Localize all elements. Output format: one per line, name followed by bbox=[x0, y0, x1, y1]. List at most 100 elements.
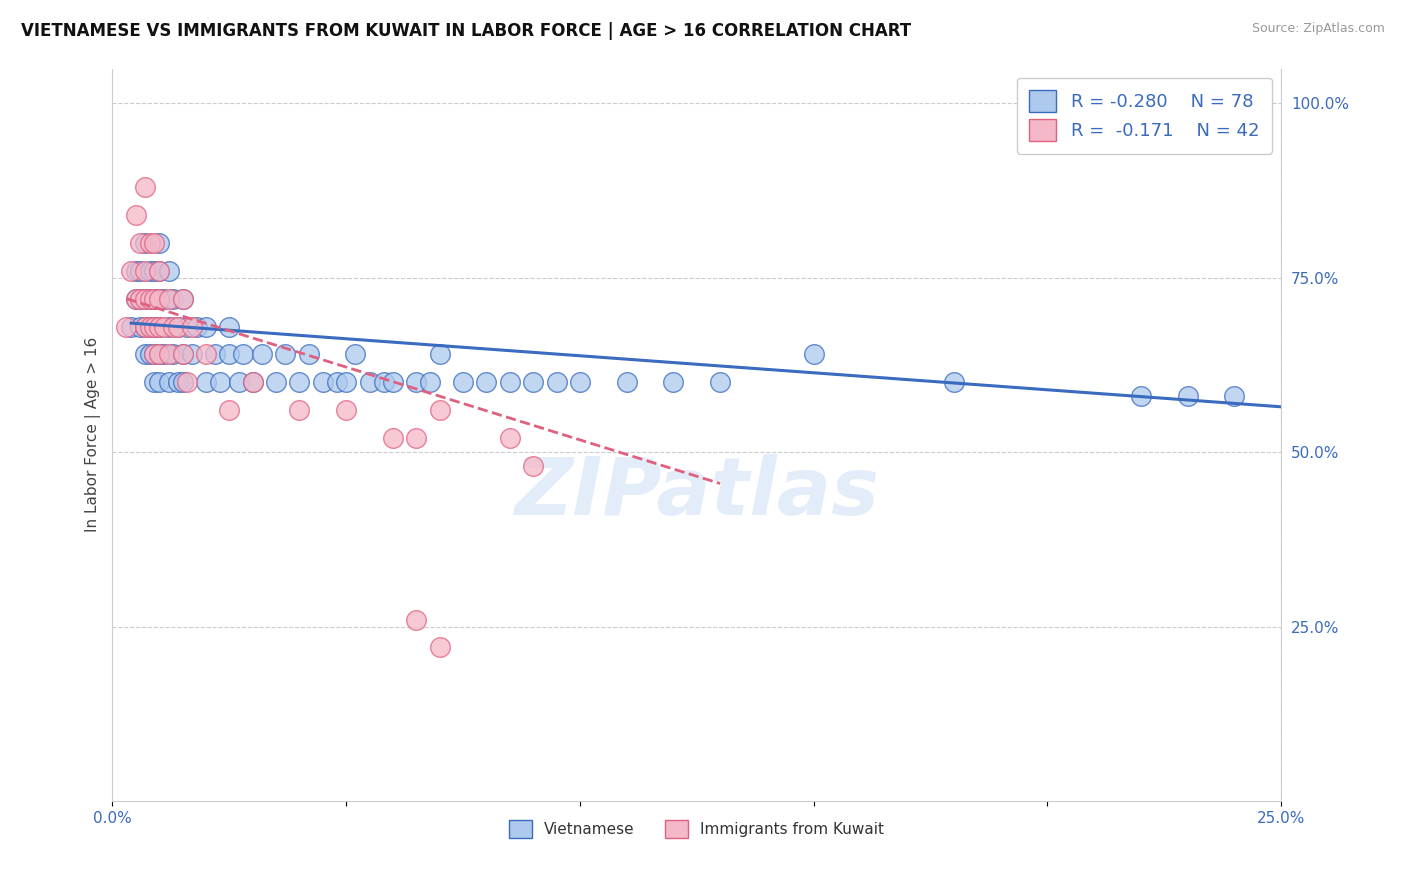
Point bbox=[1129, 389, 1152, 403]
Point bbox=[194, 347, 217, 361]
Point bbox=[148, 264, 170, 278]
Point bbox=[186, 319, 208, 334]
Point bbox=[157, 347, 180, 361]
Point bbox=[803, 347, 825, 361]
Point bbox=[134, 292, 156, 306]
Point bbox=[143, 264, 166, 278]
Point bbox=[288, 376, 311, 390]
Point bbox=[120, 319, 142, 334]
Point bbox=[125, 292, 148, 306]
Point bbox=[274, 347, 297, 361]
Point bbox=[194, 376, 217, 390]
Point bbox=[143, 319, 166, 334]
Point bbox=[129, 292, 152, 306]
Point bbox=[148, 292, 170, 306]
Point bbox=[125, 292, 148, 306]
Point bbox=[139, 347, 162, 361]
Point bbox=[134, 347, 156, 361]
Point bbox=[148, 235, 170, 250]
Point bbox=[180, 347, 202, 361]
Point bbox=[134, 319, 156, 334]
Point bbox=[1223, 389, 1246, 403]
Point bbox=[143, 347, 166, 361]
Point bbox=[312, 376, 335, 390]
Point bbox=[129, 292, 152, 306]
Point bbox=[359, 376, 381, 390]
Point bbox=[162, 319, 184, 334]
Point bbox=[172, 347, 194, 361]
Point bbox=[153, 319, 176, 334]
Point bbox=[134, 235, 156, 250]
Point bbox=[499, 376, 522, 390]
Point bbox=[522, 459, 544, 474]
Point bbox=[157, 292, 180, 306]
Text: ZIPatlas: ZIPatlas bbox=[515, 454, 879, 533]
Point bbox=[139, 235, 162, 250]
Point bbox=[242, 376, 264, 390]
Point bbox=[134, 292, 156, 306]
Point bbox=[381, 431, 404, 445]
Point bbox=[475, 376, 498, 390]
Point bbox=[194, 319, 217, 334]
Point bbox=[148, 264, 170, 278]
Point bbox=[139, 292, 162, 306]
Y-axis label: In Labor Force | Age > 16: In Labor Force | Age > 16 bbox=[86, 337, 101, 533]
Point bbox=[153, 292, 176, 306]
Point bbox=[546, 376, 568, 390]
Point bbox=[298, 347, 321, 361]
Point bbox=[499, 431, 522, 445]
Point bbox=[662, 376, 685, 390]
Point bbox=[568, 376, 591, 390]
Point bbox=[120, 264, 142, 278]
Point bbox=[326, 376, 349, 390]
Point bbox=[157, 264, 180, 278]
Point bbox=[129, 235, 152, 250]
Point bbox=[429, 640, 451, 655]
Point bbox=[232, 347, 254, 361]
Point bbox=[134, 180, 156, 194]
Point bbox=[419, 376, 441, 390]
Point bbox=[139, 319, 162, 334]
Point bbox=[129, 264, 152, 278]
Point bbox=[148, 319, 170, 334]
Point bbox=[139, 319, 162, 334]
Point bbox=[148, 292, 170, 306]
Point bbox=[162, 292, 184, 306]
Point bbox=[143, 347, 166, 361]
Point bbox=[250, 347, 273, 361]
Point bbox=[264, 376, 287, 390]
Point bbox=[218, 347, 240, 361]
Point bbox=[148, 319, 170, 334]
Point bbox=[228, 376, 250, 390]
Point bbox=[616, 376, 638, 390]
Point bbox=[405, 376, 427, 390]
Point bbox=[125, 264, 148, 278]
Point bbox=[218, 403, 240, 417]
Point bbox=[148, 376, 170, 390]
Point bbox=[176, 376, 198, 390]
Point bbox=[139, 292, 162, 306]
Text: VIETNAMESE VS IMMIGRANTS FROM KUWAIT IN LABOR FORCE | AGE > 16 CORRELATION CHART: VIETNAMESE VS IMMIGRANTS FROM KUWAIT IN … bbox=[21, 22, 911, 40]
Text: Source: ZipAtlas.com: Source: ZipAtlas.com bbox=[1251, 22, 1385, 36]
Point bbox=[134, 319, 156, 334]
Point bbox=[162, 347, 184, 361]
Point bbox=[373, 376, 395, 390]
Point bbox=[166, 319, 188, 334]
Point bbox=[139, 264, 162, 278]
Point bbox=[405, 431, 427, 445]
Point bbox=[709, 376, 731, 390]
Point bbox=[405, 613, 427, 627]
Point bbox=[451, 376, 474, 390]
Point bbox=[157, 319, 180, 334]
Point bbox=[172, 292, 194, 306]
Legend: Vietnamese, Immigrants from Kuwait: Vietnamese, Immigrants from Kuwait bbox=[503, 814, 890, 845]
Point bbox=[157, 376, 180, 390]
Point bbox=[125, 208, 148, 222]
Point bbox=[429, 347, 451, 361]
Point bbox=[143, 235, 166, 250]
Point bbox=[288, 403, 311, 417]
Point bbox=[218, 319, 240, 334]
Point bbox=[522, 376, 544, 390]
Point bbox=[153, 347, 176, 361]
Point bbox=[172, 292, 194, 306]
